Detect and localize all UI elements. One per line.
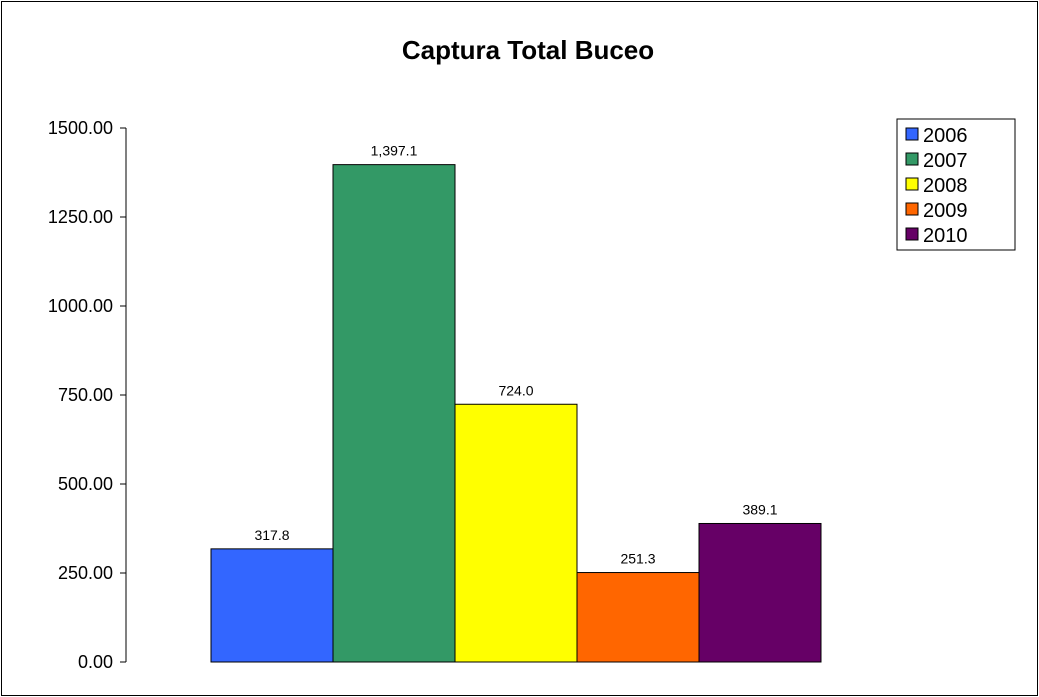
legend-swatch-2007 [905,152,919,166]
y-tick-label: 1250.00 [48,207,113,227]
data-label-2008: 724.0 [498,382,533,398]
bar-2009 [576,572,700,663]
legend-swatch-2010 [905,227,919,241]
data-label-2010: 389.1 [742,501,777,517]
chart-title: Captura Total Buceo [402,35,654,65]
legend-swatch-2009 [905,202,919,216]
bar-2006 [210,548,334,663]
bars: 317.8 1,397.1 724.0 251.3 389.1 [210,143,822,663]
bar-2007 [332,164,456,663]
data-label-2009: 251.3 [620,551,655,567]
data-label-2006: 317.8 [254,527,289,543]
y-tick-label: 1500.00 [48,118,113,138]
legend-swatch-2006 [905,127,919,141]
legend-label-2010: 2010 [923,225,968,247]
y-tick-label: 1000.00 [48,296,113,316]
bar-2010 [698,522,822,663]
y-tick-label: 750.00 [58,385,113,405]
legend-label-2007: 2007 [923,150,968,172]
y-axis: 0.00 250.00 500.00 750.00 1000.00 1250.00 1500… [48,118,127,672]
bar-2008 [454,403,578,663]
y-tick-label: 500.00 [58,474,113,494]
y-tick-label: 0.00 [78,652,113,672]
legend-label-2008: 2008 [923,175,968,197]
legend-label-2009: 2009 [923,200,968,222]
legend: 2006 2007 2008 2009 2010 [896,118,1016,251]
data-label-2007: 1,397.1 [371,143,418,159]
legend-swatch-2008 [905,177,919,191]
legend-label-2006: 2006 [923,125,968,147]
y-tick-label: 250.00 [58,563,113,583]
